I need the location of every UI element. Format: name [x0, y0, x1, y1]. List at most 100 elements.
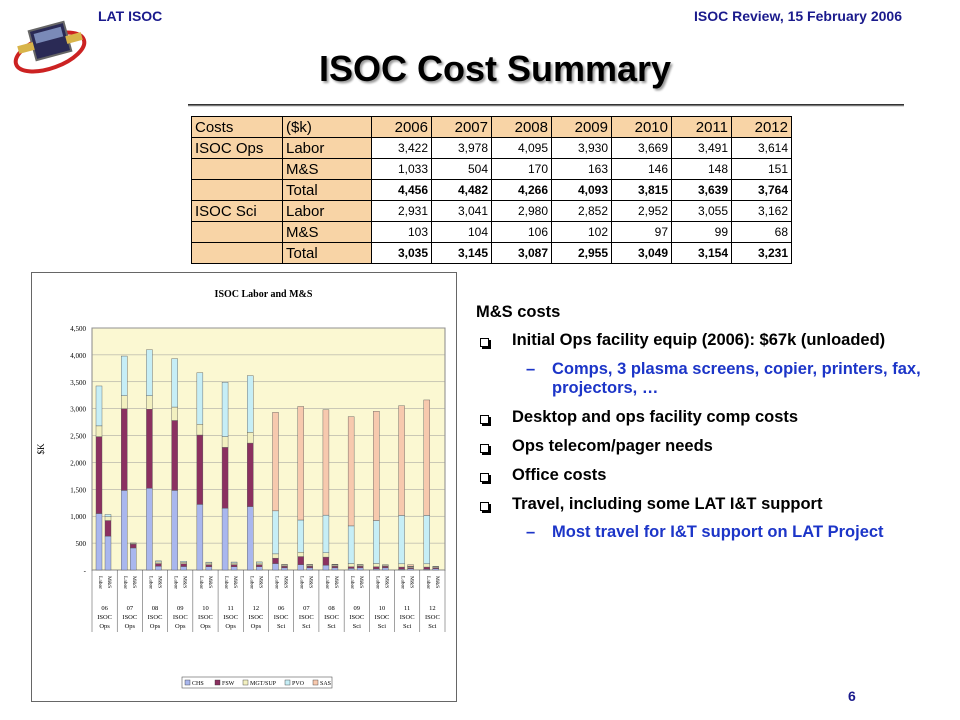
bar-label: Labor [147, 576, 153, 589]
bar-segment [407, 564, 414, 567]
bar-segment [95, 425, 103, 437]
bullet-list: M&S costs Initial Ops facility equip (20… [476, 303, 926, 552]
bar-segment [180, 566, 187, 571]
bar-label: Labor [299, 576, 305, 589]
value-cell: 68 [731, 221, 792, 243]
group-year-label: 06 [278, 605, 285, 612]
bar-segment [247, 442, 254, 507]
value-cell: 4,093 [551, 179, 612, 201]
bar-segment [347, 525, 355, 564]
value-cell: 3,764 [731, 179, 792, 201]
bar-label: Labor [274, 576, 280, 589]
value-cell: 4,266 [491, 179, 552, 201]
group-kind-label: Ops [175, 623, 186, 630]
bar-label: Labor [173, 576, 179, 589]
table-header-cell: 2011 [671, 116, 732, 138]
value-cell: 3,087 [491, 242, 552, 264]
legend-swatch [284, 679, 291, 686]
bar-segment [347, 568, 355, 571]
bar-label: M&S [358, 576, 364, 588]
y-tick-label: 2,000 [70, 459, 86, 467]
group-kind-label: Sci [353, 623, 362, 630]
square-bullet-icon [480, 501, 489, 511]
bar-segment [155, 566, 162, 571]
bullet-item: Office costs [476, 466, 926, 486]
bar-segment [180, 563, 187, 567]
value-cell: 3,041 [431, 200, 492, 222]
bar-segment [146, 349, 153, 396]
legend-swatch [242, 679, 249, 686]
y-tick-label: 1,500 [70, 486, 86, 494]
row-type-cell: M&S [282, 158, 372, 180]
bar-segment [356, 566, 364, 569]
value-cell: 3,978 [431, 137, 492, 159]
bar-segment [297, 406, 304, 521]
group-org-label: ISOC [299, 614, 314, 621]
square-bullet-icon [480, 415, 489, 425]
value-cell: 3,145 [431, 242, 492, 264]
bar-segment [196, 372, 204, 425]
row-group-cell [191, 179, 283, 201]
bar-segment [221, 447, 229, 509]
bar-segment [121, 355, 128, 396]
group-year-label: 06 [101, 605, 108, 612]
table-header-cell: 2012 [731, 116, 792, 138]
bullet-item: Ops telecom/pager needs [476, 437, 926, 457]
bar-segment [347, 563, 355, 567]
bar-segment [306, 567, 313, 571]
bar-segment [347, 416, 355, 527]
group-year-label: 07 [127, 605, 134, 612]
group-kind-label: Sci [428, 623, 437, 630]
bar-segment [221, 382, 229, 437]
bar-segment [297, 519, 304, 553]
bar-segment [382, 566, 389, 569]
table-header-cell: 2010 [611, 116, 672, 138]
bar-segment [130, 543, 137, 549]
bullet-text: Ops telecom/pager needs [512, 436, 713, 455]
table-row: Total 3,035 3,145 3,087 2,955 3,049 3,15… [191, 242, 792, 264]
bar-segment [281, 566, 288, 569]
y-tick-label: 2,500 [70, 433, 86, 441]
bar-label: Labor [349, 576, 355, 589]
value-cell: 2,955 [551, 242, 612, 264]
group-org-label: ISOC [375, 614, 390, 621]
group-year-label: 08 [152, 605, 159, 612]
table-header-cell: 2009 [551, 116, 612, 138]
bar-segment [171, 420, 178, 491]
row-group-cell: ISOC Sci [191, 200, 283, 222]
bar-segment [331, 567, 339, 571]
bar-segment [373, 566, 380, 570]
bar-segment [423, 515, 430, 565]
bullet-text: Office costs [512, 465, 607, 484]
bullet-item: Travel, including some LAT I&T support [476, 495, 926, 515]
bar-segment [104, 514, 112, 517]
table-header-row: Costs ($k) 2006 2007 2008 2009 2010 2011… [191, 116, 792, 138]
value-cell: 2,980 [491, 200, 552, 222]
legend-label: PVO [292, 681, 305, 687]
legend-label: FSW [222, 681, 235, 687]
bar-segment [247, 506, 254, 571]
value-cell: 3,639 [671, 179, 732, 201]
header-right-text: ISOC Review, 15 February 2006 [693, 8, 902, 24]
bar-segment [322, 514, 330, 553]
value-cell: 3,422 [371, 137, 432, 159]
bar-label: M&S [383, 576, 389, 588]
table-header-cell: 2008 [491, 116, 552, 138]
bar-segment [432, 568, 439, 571]
glast-logo-icon [13, 20, 87, 74]
bar-segment [373, 563, 380, 567]
dash-bullet-icon: – [526, 359, 536, 378]
group-org-label: ISOC [97, 614, 112, 621]
group-org-label: ISOC [324, 614, 339, 621]
bar-segment [331, 566, 339, 569]
bullet-text: Desktop and ops facility comp costs [512, 408, 799, 427]
bullet-text: Travel, including some LAT I&T support [512, 494, 823, 513]
bar-segment [104, 535, 112, 571]
value-cell: 102 [551, 221, 612, 243]
bar-segment [121, 490, 128, 571]
bar-segment [247, 432, 254, 444]
bar-segment [322, 556, 330, 566]
bar-segment [423, 566, 430, 570]
table-row: ISOC Sci Labor 2,931 3,041 2,980 2,852 2… [191, 200, 792, 222]
value-cell: 106 [491, 221, 552, 243]
